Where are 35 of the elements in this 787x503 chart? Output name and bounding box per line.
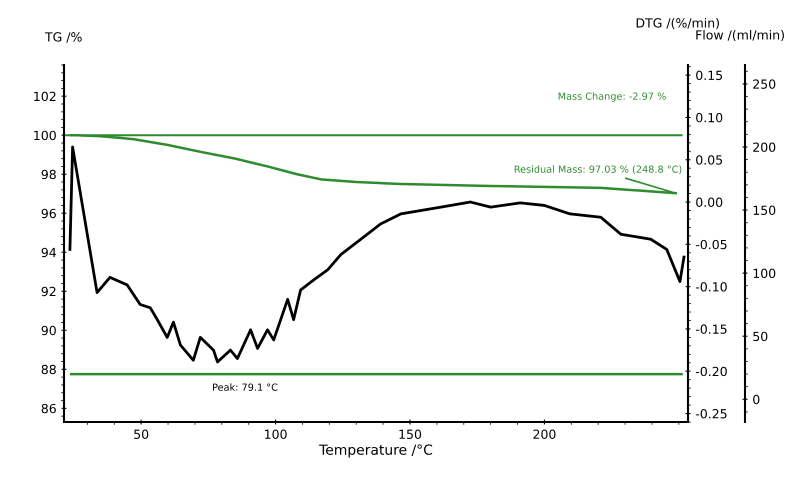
y2-axis-title: DTG /(%/min) — [636, 18, 719, 30]
x-tick-label: 150 — [399, 430, 422, 439]
y3-tick-label: 150 — [754, 206, 776, 215]
y-tick-label: 90 — [42, 326, 56, 336]
annotation: Residual Mass: 97.03 % (248.8 °C) — [514, 165, 682, 174]
y2-tick-label: 0.10 — [696, 112, 722, 122]
y3-axis-title: Flow /(ml/min) — [696, 30, 784, 42]
y3-tick-label: 250 — [753, 79, 776, 89]
y2-tick-label: 0.00 — [696, 198, 722, 207]
y3-tick-label: 0 — [753, 394, 760, 404]
x-tick-label: 200 — [533, 430, 556, 439]
y-tick-label: 98 — [42, 170, 56, 180]
y2-tick-label: -0.05 — [696, 240, 727, 250]
x-tick-label: 50 — [134, 430, 148, 439]
y-tick-label: 102 — [34, 92, 56, 102]
y2-tick-label: -0.20 — [696, 366, 727, 376]
y3-tick-label: 50 — [753, 332, 768, 342]
annotation: Peak: 79.1 °C — [213, 383, 278, 391]
y3-tick-label: 100 — [754, 268, 776, 278]
annotation: Mass Change: -2.97 % — [558, 92, 666, 102]
y3-tick-label: 200 — [753, 142, 776, 152]
y-tick-label: 94 — [42, 248, 56, 258]
y-tick-label: 96 — [42, 208, 56, 218]
y2-tick-label: 0.15 — [696, 70, 722, 80]
y2-tick-label: -0.10 — [696, 282, 727, 292]
y-tick-label: 86 — [42, 404, 56, 414]
y2-tick-label: -0.25 — [696, 409, 727, 418]
y2-tick-label: -0.15 — [696, 324, 727, 334]
y-tick-label: 92 — [42, 286, 56, 296]
y-tick-label: 100 — [34, 130, 56, 140]
y2-tick-label: 0.05 — [696, 155, 722, 165]
x-tick-label: 100 — [265, 430, 287, 439]
y-axis-title: TG /% — [44, 32, 82, 43]
y-tick-label: 88 — [42, 364, 56, 374]
x-axis-title: Temperature /°C — [319, 444, 432, 458]
